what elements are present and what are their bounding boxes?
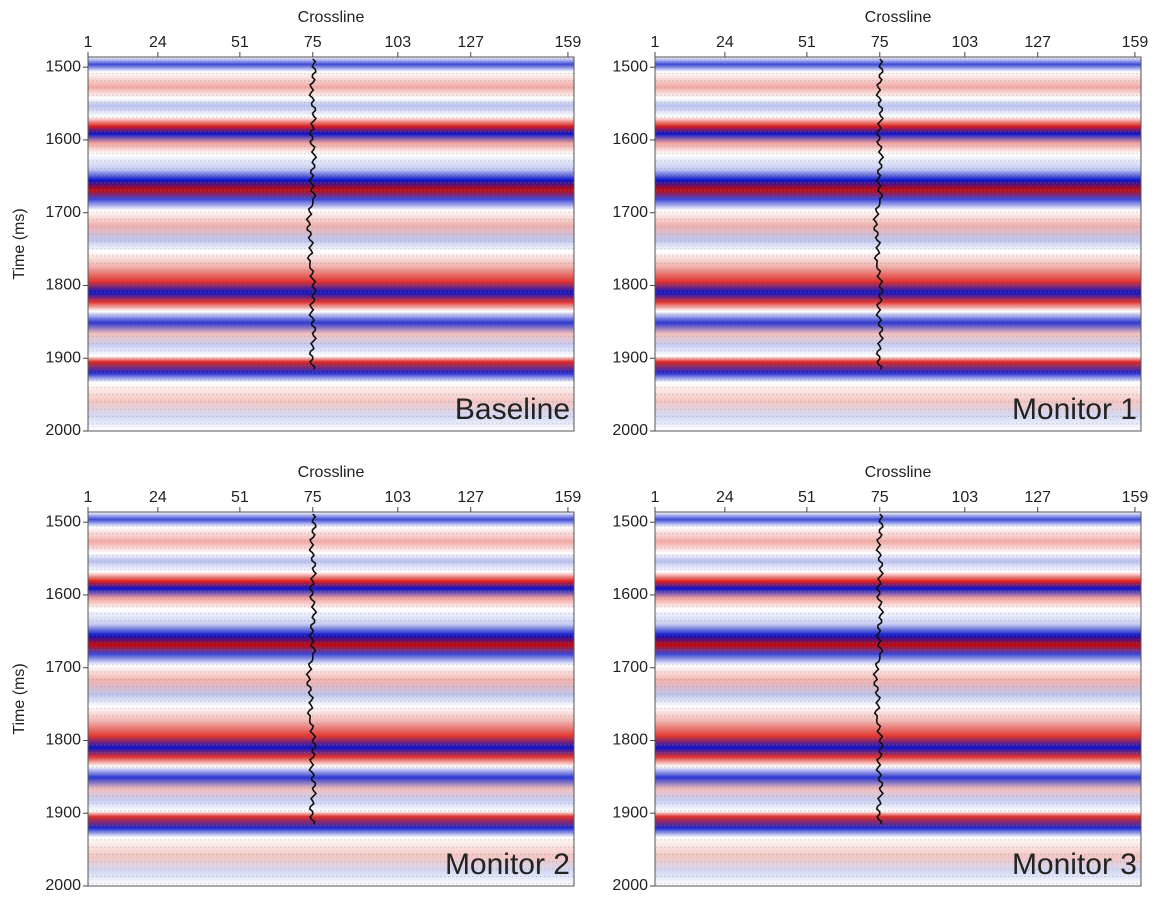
- y-tick-label: 1700: [45, 659, 81, 676]
- y-tick-label: 1800: [612, 277, 648, 294]
- y-tick-label: 1600: [45, 586, 81, 603]
- x-tick-label: 75: [304, 34, 322, 51]
- trace-lines: [655, 512, 1141, 886]
- panel-label: Baseline: [455, 393, 570, 426]
- x-tick-label: 103: [951, 489, 978, 506]
- y-tick-label: 1500: [612, 513, 648, 530]
- x-tick-label: 24: [716, 34, 734, 51]
- x-tick-label: 127: [457, 489, 484, 506]
- x-tick-label: 51: [798, 489, 816, 506]
- y-tick-label: 1800: [45, 277, 81, 294]
- x-tick-label: 159: [555, 34, 582, 51]
- well-log: [872, 513, 885, 825]
- well-log: [305, 513, 318, 825]
- x-tick-label: 24: [149, 489, 167, 506]
- x-tick-label: 24: [149, 34, 167, 51]
- x-tick-label: 127: [1024, 489, 1051, 506]
- x-tick-label: 103: [384, 489, 411, 506]
- x-tick-label: 127: [457, 34, 484, 51]
- y-tick-label: 1700: [45, 204, 81, 221]
- x-tick-label: 1: [651, 489, 660, 506]
- plot-frame: [87, 56, 575, 432]
- y-tick-label: 1700: [612, 204, 648, 221]
- y-tick-label: 1500: [612, 58, 648, 75]
- x-tick-label: 51: [798, 34, 816, 51]
- x-tick-label: 103: [384, 34, 411, 51]
- panel-label: Monitor 1: [1012, 393, 1137, 426]
- x-tick-label: 159: [1122, 489, 1149, 506]
- x-axis-title: Crossline: [298, 9, 365, 26]
- y-tick-label: 1900: [612, 349, 648, 366]
- y-tick-label: 2000: [45, 422, 81, 439]
- y-tick-label: 2000: [45, 877, 81, 894]
- y-tick-label: 1600: [612, 586, 648, 603]
- x-tick-label: 1: [651, 34, 660, 51]
- x-tick-label: 75: [871, 489, 889, 506]
- y-tick-label: 1800: [45, 732, 81, 749]
- plot-frame: [87, 511, 575, 887]
- y-tick-label: 1500: [45, 513, 81, 530]
- y-tick-label: 1900: [612, 804, 648, 821]
- plot-frame: [654, 56, 1142, 432]
- y-tick-label: 1600: [45, 131, 81, 148]
- well-log: [872, 58, 885, 370]
- y-tick-label: 1500: [45, 58, 81, 75]
- y-tick-label: 1900: [45, 349, 81, 366]
- trace-lines: [655, 57, 1141, 431]
- x-axis-title: Crossline: [865, 464, 932, 481]
- x-tick-label: 75: [871, 34, 889, 51]
- panel-label: Monitor 3: [1012, 848, 1137, 881]
- y-axis-title: Time (ms): [11, 208, 28, 279]
- x-tick-label: 75: [304, 489, 322, 506]
- y-axis-title: Time (ms): [11, 663, 28, 734]
- x-tick-label: 103: [951, 34, 978, 51]
- y-tick-label: 2000: [612, 422, 648, 439]
- well-log: [305, 58, 318, 370]
- trace-lines: [88, 512, 574, 886]
- y-tick-label: 1700: [612, 659, 648, 676]
- y-tick-label: 2000: [612, 877, 648, 894]
- y-tick-label: 1600: [612, 131, 648, 148]
- x-tick-label: 51: [231, 489, 249, 506]
- x-tick-label: 51: [231, 34, 249, 51]
- plot-frame: [654, 511, 1142, 887]
- trace-lines: [88, 57, 574, 431]
- x-axis-title: Crossline: [865, 9, 932, 26]
- panel-label: Monitor 2: [445, 848, 570, 881]
- x-tick-label: 1: [84, 489, 93, 506]
- y-tick-label: 1900: [45, 804, 81, 821]
- x-tick-label: 127: [1024, 34, 1051, 51]
- x-axis-title: Crossline: [298, 464, 365, 481]
- x-tick-label: 159: [1122, 34, 1149, 51]
- x-tick-label: 24: [716, 489, 734, 506]
- x-tick-label: 159: [555, 489, 582, 506]
- x-tick-label: 1: [84, 34, 93, 51]
- y-tick-label: 1800: [612, 732, 648, 749]
